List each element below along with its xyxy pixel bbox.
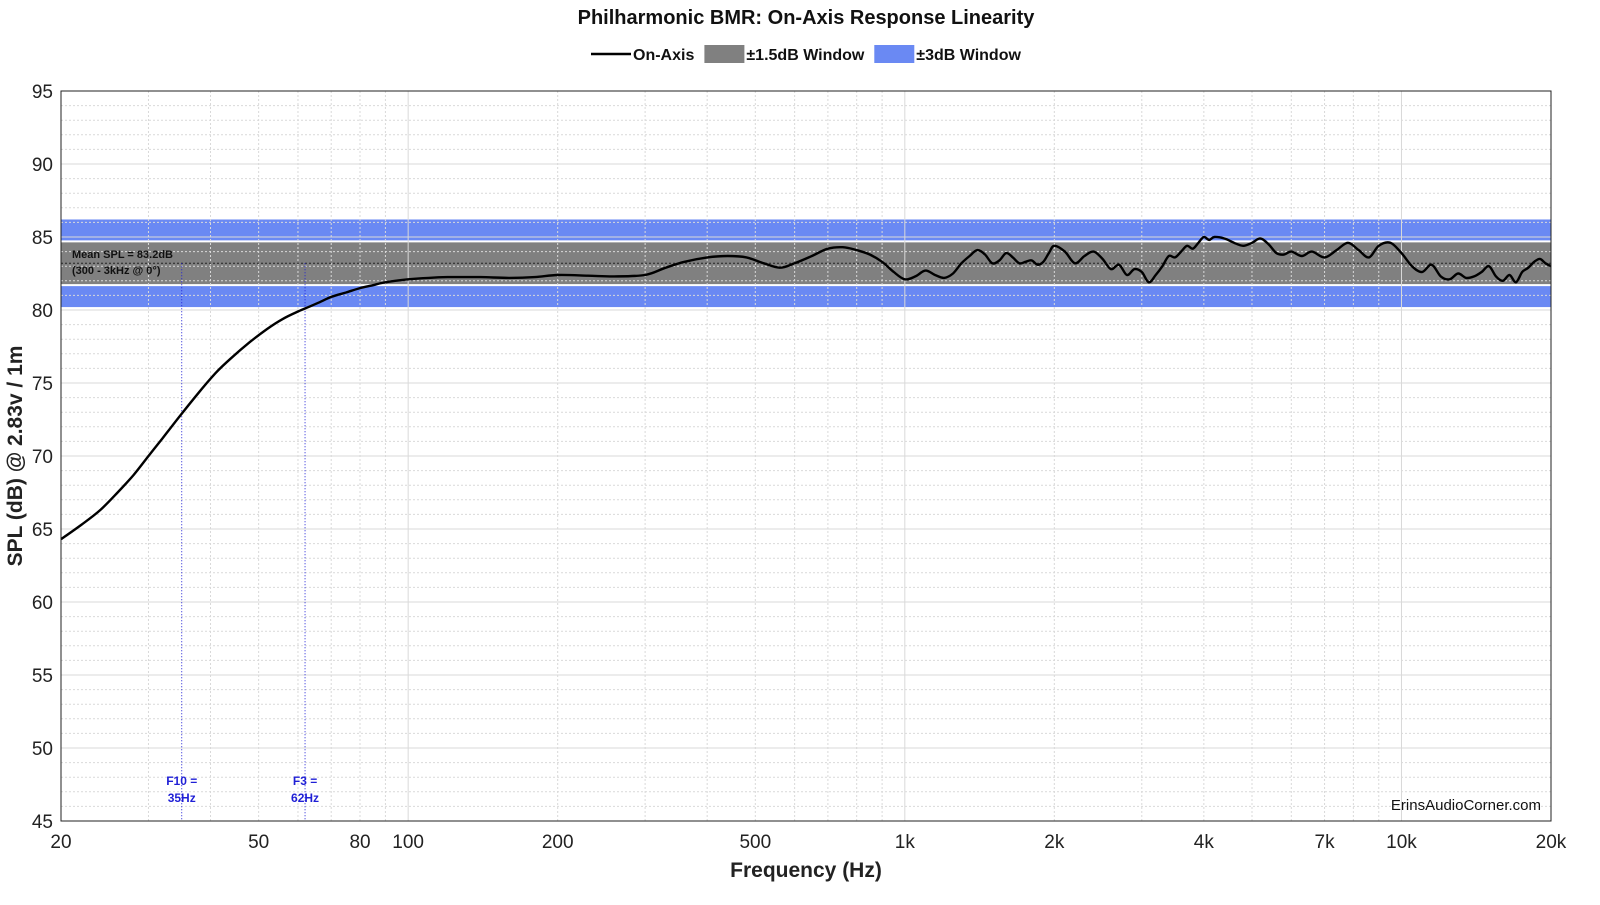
x-axis-ticks: 20 50 80 100 200 500 1k 2k 4k 7k 10k 20k <box>50 832 1566 853</box>
y-tick-label: 85 <box>32 228 53 249</box>
x-tick-label: 50 <box>248 832 269 853</box>
x-tick-label: 80 <box>349 832 370 853</box>
mean-spl-label: Mean SPL = 83.2dB <box>72 249 173 261</box>
annotations: Mean SPL = 83.2dB (300 - 3kHz @ 0°) F10 = 3… <box>61 249 1551 821</box>
y-tick-label: 50 <box>32 739 53 760</box>
y-axis-ticks: 45 50 55 60 65 70 75 80 85 90 95 <box>32 82 53 833</box>
chart-title: Philharmonic BMR: On-Axis Response Linea… <box>578 7 1036 29</box>
mean-spl-range-label: (300 - 3kHz @ 0°) <box>72 265 161 277</box>
y-tick-label: 75 <box>32 374 53 395</box>
x-tick-label: 4k <box>1194 832 1215 853</box>
y-tick-label: 80 <box>32 301 53 322</box>
grid <box>60 90 1552 822</box>
plot-frame <box>60 90 1552 822</box>
legend-swatch-band <box>704 45 745 63</box>
legend-item: ±3dB Window <box>874 45 1021 64</box>
y-tick-label: 90 <box>32 155 53 176</box>
legend-label: ±1.5dB Window <box>746 47 865 64</box>
y-tick-label: 60 <box>32 593 53 614</box>
x-tick-label: 2k <box>1044 832 1065 853</box>
x-tick-label: 1k <box>895 832 916 853</box>
f3-label: F3 = <box>293 774 317 788</box>
f3-value: 62Hz <box>291 791 319 805</box>
legend-label: ±3dB Window <box>916 47 1021 64</box>
on-axis-series <box>60 235 1552 541</box>
legend-item: On-Axis <box>591 47 694 64</box>
legend-item: ±1.5dB Window <box>704 45 865 64</box>
y-tick-label: 65 <box>32 520 53 541</box>
x-tick-label: 100 <box>392 832 424 853</box>
x-tick-label: 7k <box>1315 832 1336 853</box>
legend: On-Axis ±1.5dB Window ±3dB Window <box>591 45 1021 64</box>
y-tick-label: 95 <box>32 82 53 103</box>
x-tick-label: 20k <box>1536 832 1567 853</box>
x-tick-label: 10k <box>1386 832 1417 853</box>
on-axis-line <box>60 235 1552 541</box>
x-tick-label: 20 <box>50 832 71 853</box>
legend-label: On-Axis <box>633 47 694 64</box>
legend-swatch-band <box>874 45 915 63</box>
x-tick-label: 500 <box>739 832 771 853</box>
y-tick-label: 55 <box>32 666 53 687</box>
x-tick-label: 200 <box>542 832 574 853</box>
y-tick-label: 45 <box>32 812 53 833</box>
y-axis-label: SPL (dB) @ 2.83v / 1m <box>4 346 27 567</box>
y-tick-label: 70 <box>32 447 53 468</box>
watermark: ErinsAudioCorner.com <box>1391 797 1541 814</box>
x-axis-label: Frequency (Hz) <box>730 859 882 882</box>
f10-label: F10 = <box>166 774 197 788</box>
f10-value: 35Hz <box>168 791 196 805</box>
